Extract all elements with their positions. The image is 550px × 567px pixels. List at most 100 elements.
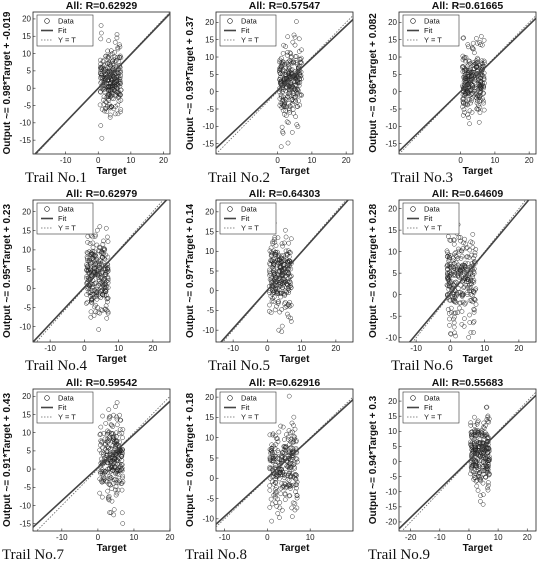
data-point: [114, 490, 120, 496]
legend-data-marker: [44, 206, 50, 212]
data-point: [106, 102, 112, 107]
identity-line: [222, 200, 347, 342]
data-point: [109, 88, 115, 94]
data-point: [98, 66, 103, 71]
data-point: [267, 487, 273, 493]
data-point: [291, 414, 297, 420]
y-tick-label: 15: [205, 227, 214, 236]
data-point: [282, 305, 288, 310]
data-point: [275, 473, 281, 479]
data-point: [453, 333, 458, 339]
data-point: [105, 310, 111, 316]
data-point: [478, 475, 484, 481]
data-point: [279, 329, 285, 334]
chart-title: All: R=0.57547: [249, 0, 321, 12]
data-point: [103, 271, 109, 277]
legend-entry: Y = T: [241, 224, 259, 233]
data-point: [84, 250, 90, 255]
data-point: [467, 121, 472, 127]
data-point: [451, 316, 456, 322]
data-point: [294, 495, 300, 501]
data-point: [278, 290, 283, 296]
y-tick-label: 20: [22, 15, 31, 24]
y-tick-label: 5: [393, 70, 398, 79]
data-point: [298, 57, 303, 62]
x-tick-label: 0: [265, 533, 270, 542]
data-point: [106, 496, 111, 502]
data-point: [105, 55, 111, 61]
data-point: [97, 257, 102, 263]
data-point: [285, 464, 291, 470]
data-point: [117, 75, 123, 81]
data-point: [280, 472, 286, 478]
data-point: [94, 294, 99, 299]
y-tick-label: -5: [207, 494, 215, 503]
data-point: [104, 452, 109, 458]
data-point: [109, 464, 115, 470]
data-point: [94, 292, 99, 297]
data-point: [117, 92, 122, 98]
x-tick-label: -10: [434, 533, 446, 542]
y-tick-label: 5: [393, 269, 398, 278]
x-axis-label: Target: [463, 166, 493, 177]
data-point: [470, 240, 475, 246]
regression-plot-6: All: R=0.64609 -10 0 10 20 -10 -5 0 5 10 15 20 Targe…: [368, 188, 537, 365]
data-point: [450, 297, 456, 303]
fit-line: [399, 394, 536, 530]
data-point: [460, 292, 466, 298]
data-point: [484, 404, 490, 410]
data-point: [286, 64, 291, 70]
data-point: [462, 301, 468, 307]
data-point: [480, 468, 486, 474]
data-point: [288, 439, 294, 445]
x-tick-label: 10: [129, 533, 138, 542]
data-point: [481, 453, 487, 458]
y-tick-label: 5: [210, 267, 215, 276]
data-point: [293, 114, 298, 119]
chart-title: All: R=0.62929: [66, 0, 138, 12]
data-point: [282, 497, 288, 502]
data-point: [266, 308, 272, 314]
data-point: [99, 440, 104, 445]
data-point: [89, 256, 95, 262]
data-point: [445, 272, 450, 278]
data-point: [462, 55, 467, 60]
data-point: [104, 479, 110, 485]
data-point: [273, 454, 279, 460]
data-point: [288, 266, 294, 272]
data-point: [486, 472, 492, 478]
x-tick-label: 0: [265, 344, 270, 353]
data-point: [271, 261, 277, 267]
data-point: [95, 310, 101, 315]
data-point: [475, 78, 481, 83]
data-point: [472, 414, 477, 420]
data-point: [84, 254, 90, 260]
data-point: [115, 45, 121, 50]
y-tick-label: 10: [22, 246, 31, 255]
data-point: [85, 239, 90, 245]
data-point: [464, 254, 469, 260]
data-point: [286, 302, 291, 308]
data-point: [269, 298, 275, 304]
data-point: [486, 472, 492, 477]
data-point: [452, 330, 458, 336]
regression-plot-7: All: R=0.59542 -10 0 10 20 -15 -10 -5 0 5 10 15 20 Ta…: [2, 377, 175, 554]
data-point: [287, 109, 293, 115]
data-point: [454, 254, 459, 260]
data-point: [271, 443, 277, 449]
data-point: [457, 305, 462, 311]
y-tick-label: -5: [390, 105, 398, 114]
legend-entry: Data: [241, 17, 258, 26]
data-point: [85, 299, 90, 305]
legend-entry: Data: [58, 394, 75, 403]
data-point: [486, 480, 491, 485]
trail-label: Trail No.3: [391, 170, 453, 186]
data-point: [104, 296, 110, 302]
data-point: [279, 281, 285, 286]
data-point: [88, 309, 94, 315]
data-point: [97, 244, 102, 250]
data-point: [116, 64, 122, 70]
data-point: [296, 36, 302, 42]
data-point: [478, 478, 484, 484]
data-point: [293, 456, 299, 461]
